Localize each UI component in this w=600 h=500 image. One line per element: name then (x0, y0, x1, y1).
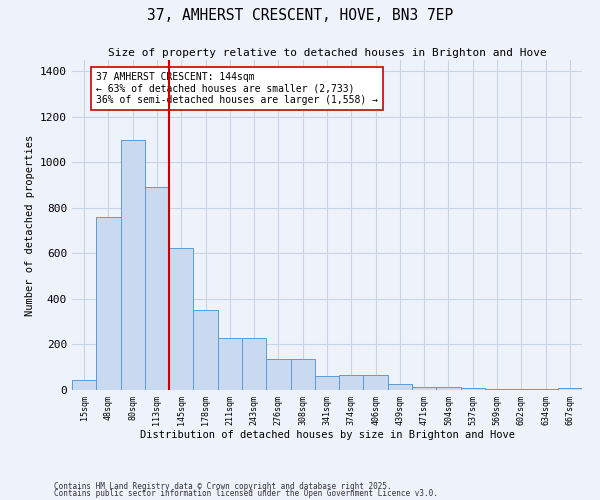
Bar (193, 310, 218, 390)
Y-axis label: Number of detached properties: Number of detached properties (25, 134, 35, 316)
Text: 37, AMHERST CRESCENT, HOVE, BN3 7EP: 37, AMHERST CRESCENT, HOVE, BN3 7EP (147, 8, 453, 22)
Text: Contains public sector information licensed under the Open Government Licence v3: Contains public sector information licen… (54, 489, 438, 498)
Bar (485, 389, 509, 390)
Bar (315, 376, 339, 390)
Bar (242, 338, 266, 390)
Bar (509, 389, 533, 390)
Bar (96, 217, 121, 390)
Bar (72, 380, 96, 390)
Bar (169, 248, 193, 390)
Bar (364, 375, 388, 390)
Bar (412, 386, 436, 390)
Bar (461, 388, 485, 390)
Text: 37 AMHERST CRESCENT: 144sqm
← 63% of detached houses are smaller (2,733)
36% of : 37 AMHERST CRESCENT: 144sqm ← 63% of det… (96, 72, 378, 105)
Bar (266, 360, 290, 390)
Bar (533, 389, 558, 390)
Text: Contains HM Land Registry data © Crown copyright and database right 2025.: Contains HM Land Registry data © Crown c… (54, 482, 392, 491)
Title: Size of property relative to detached houses in Brighton and Hove: Size of property relative to detached ho… (107, 48, 547, 58)
Bar (388, 384, 412, 390)
X-axis label: Distribution of detached houses by size in Brighton and Hove: Distribution of detached houses by size … (139, 430, 515, 440)
Bar (339, 375, 364, 390)
Bar (218, 338, 242, 390)
Bar (121, 140, 145, 390)
Bar (558, 388, 582, 390)
Bar (145, 188, 169, 390)
Bar (436, 386, 461, 390)
Bar (290, 360, 315, 390)
